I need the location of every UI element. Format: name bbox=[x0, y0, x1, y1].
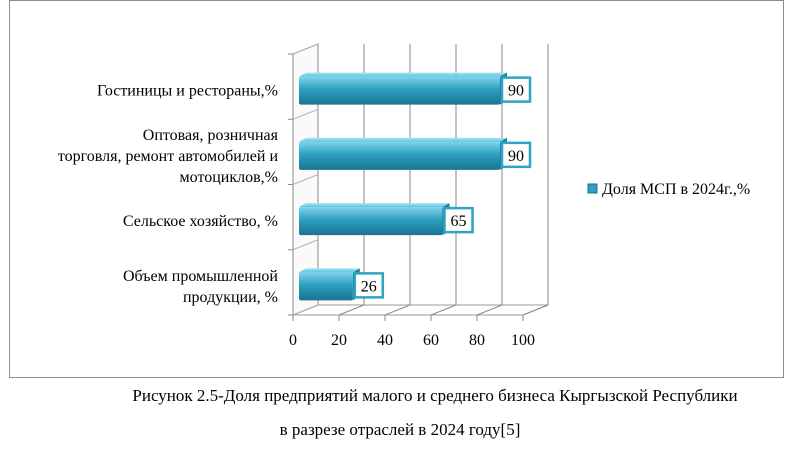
floor-gridline bbox=[430, 304, 457, 316]
chart-frame: 0 20 40 60 80 100 26 65 90 90 Объем промышленной пр… bbox=[9, 0, 784, 378]
category-label: Гостиницы и рестораны,% bbox=[97, 83, 278, 100]
side-gridline bbox=[292, 108, 319, 120]
side-gridline bbox=[292, 239, 319, 251]
category-label: продукции, % bbox=[183, 289, 278, 306]
floor-gridline bbox=[384, 304, 411, 316]
floor-gridline bbox=[476, 304, 503, 316]
bar-top bbox=[299, 203, 450, 208]
x-tick-label: 60 bbox=[423, 332, 439, 349]
data-label-box bbox=[500, 141, 532, 169]
x-tick-label: 0 bbox=[289, 332, 297, 349]
floor-gridline bbox=[522, 304, 549, 316]
category-label: Объем промышленной bbox=[123, 268, 278, 285]
side-gridline bbox=[292, 304, 319, 316]
x-tick-label: 100 bbox=[511, 332, 535, 349]
bar bbox=[299, 141, 500, 170]
data-label: 65 bbox=[451, 213, 467, 230]
data-label-box bbox=[353, 272, 385, 299]
legend-swatch bbox=[587, 183, 598, 194]
legend-label: Доля МСП в 2024г.,% bbox=[602, 181, 750, 198]
bar bbox=[299, 207, 443, 236]
figure-caption-line-1: Рисунок 2.5-Доля предприятий малого и ср… bbox=[132, 386, 738, 405]
data-label-box bbox=[500, 76, 532, 103]
side-gridline bbox=[292, 43, 319, 55]
data-label: 26 bbox=[361, 278, 377, 295]
category-label: торговля, ремонт автомобилей и bbox=[58, 148, 279, 165]
bar-chart: 0 20 40 60 80 100 26 65 90 90 Объем промышленной пр… bbox=[9, 0, 784, 378]
bar-top bbox=[299, 72, 507, 77]
floor bbox=[292, 304, 549, 316]
x-tick-label: 80 bbox=[469, 332, 485, 349]
figure-caption-line-2: в разрезе отраслей в 2024 году[5] bbox=[279, 420, 521, 439]
bar-top bbox=[299, 268, 360, 273]
side-gridline bbox=[292, 174, 319, 185]
floor-gridline bbox=[338, 304, 365, 316]
category-label: Оптовая, розничная bbox=[143, 127, 279, 144]
bar bbox=[299, 76, 500, 105]
back-wall bbox=[318, 44, 548, 305]
bar bbox=[299, 272, 353, 301]
data-label: 90 bbox=[508, 148, 524, 165]
x-tick-label: 20 bbox=[331, 332, 347, 349]
category-label: мотоциклов,% bbox=[180, 169, 278, 186]
category-label: Сельское хозяйство, % bbox=[123, 213, 278, 230]
x-tick-label: 40 bbox=[377, 332, 393, 349]
data-label-box bbox=[443, 206, 474, 234]
bar-top bbox=[299, 137, 507, 142]
data-label: 90 bbox=[508, 83, 524, 100]
